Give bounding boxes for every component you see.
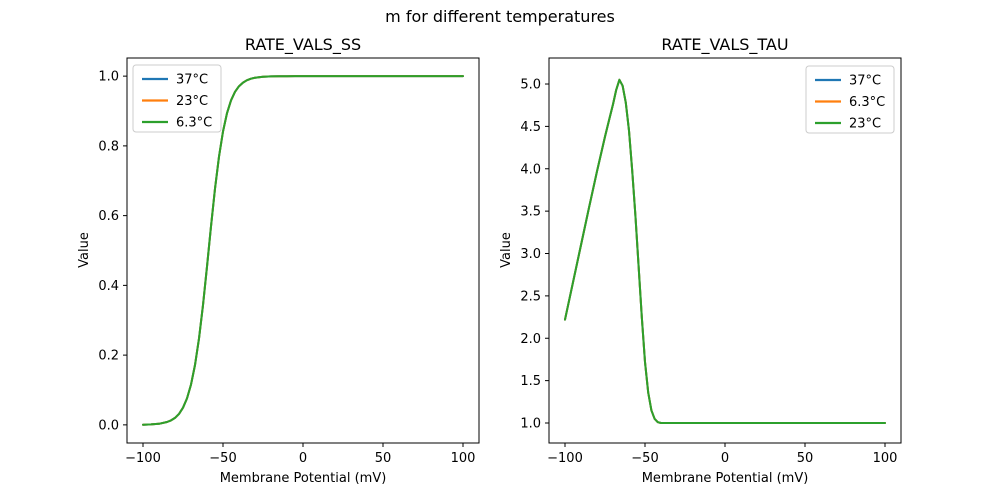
y-tick-label: 0.4 bbox=[98, 279, 119, 294]
x-tick-label: 0 bbox=[299, 451, 307, 466]
y-axis-label-right: Value bbox=[499, 232, 514, 268]
x-tick-label: 100 bbox=[451, 451, 476, 466]
subplot-rate-vals-ss: −100 −50 0 50 100 0.0 0.2 0.4 0.6 0.8 1.0 37°C 23°C 6… bbox=[98, 57, 480, 466]
legend-box bbox=[805, 65, 895, 134]
y-tick-label: 0.0 bbox=[98, 418, 119, 433]
x-tick-label: 0 bbox=[721, 451, 729, 466]
y-tick-label: 5.0 bbox=[520, 78, 541, 93]
y-axis-label-left: Value bbox=[77, 232, 92, 268]
legend-label-1: 23°C bbox=[176, 94, 208, 109]
series-line-2 bbox=[142, 75, 464, 426]
x-tick-label: −50 bbox=[631, 451, 658, 466]
axes-title-left: RATE_VALS_SS bbox=[245, 35, 361, 55]
y-tick-label: 2.5 bbox=[520, 289, 541, 304]
series-line-2 bbox=[564, 78, 886, 424]
x-tick-label: 50 bbox=[797, 451, 814, 466]
y-tick-label: 4.0 bbox=[520, 162, 541, 177]
x-tick-label: −100 bbox=[547, 451, 583, 466]
figure-suptitle: m for different temperatures bbox=[385, 7, 615, 26]
legend-label-0: 37°C bbox=[176, 73, 208, 88]
legend-label-1: 6.3°C bbox=[849, 95, 885, 110]
x-tick-label: −100 bbox=[125, 451, 161, 466]
y-tick-label: 3.0 bbox=[520, 247, 541, 262]
y-tick-label: 1.0 bbox=[520, 417, 541, 432]
legend-label-2: 23°C bbox=[849, 117, 881, 132]
y-tick-label: 1.0 bbox=[98, 70, 119, 85]
axes-title-right: RATE_VALS_TAU bbox=[661, 35, 788, 55]
legend-label-0: 37°C bbox=[849, 74, 881, 89]
x-axis-label-right: Membrane Potential (mV) bbox=[642, 471, 809, 486]
y-tick-label: 3.5 bbox=[520, 205, 541, 220]
x-axis-label-left: Membrane Potential (mV) bbox=[220, 471, 387, 486]
y-tick-label: 0.8 bbox=[98, 139, 119, 154]
x-tick-label: 50 bbox=[375, 451, 392, 466]
subplot-rate-vals-tau: −100 −50 0 50 100 1.0 1.5 2.0 2.5 3.0 3.5 4.0 4.5 5.0… bbox=[520, 57, 902, 466]
x-tick-label: 100 bbox=[873, 451, 898, 466]
x-tick-label: −50 bbox=[209, 451, 236, 466]
legend-box bbox=[132, 64, 222, 133]
legend-label-2: 6.3°C bbox=[176, 116, 212, 131]
y-tick-label: 4.5 bbox=[520, 120, 541, 135]
y-tick-label: 2.0 bbox=[520, 332, 541, 347]
y-tick-label: 1.5 bbox=[520, 374, 541, 389]
y-tick-label: 0.2 bbox=[98, 349, 119, 364]
y-tick-label: 0.6 bbox=[98, 209, 119, 224]
